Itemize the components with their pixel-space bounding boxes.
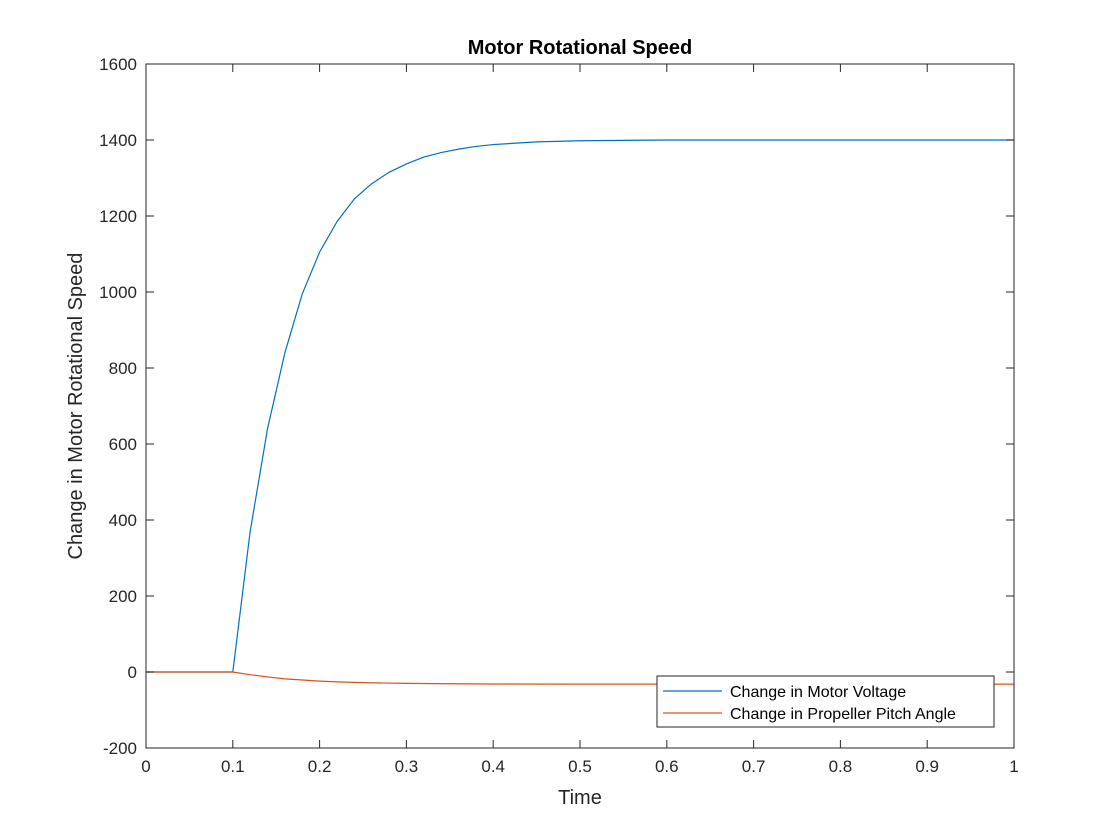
y-tick-label: 1200	[99, 207, 137, 226]
x-axis-label: Time	[558, 787, 602, 809]
x-tick-label: 0.1	[221, 757, 245, 776]
y-tick-label: 400	[109, 511, 137, 530]
y-tick-label: 1000	[99, 283, 137, 302]
legend-box	[656, 675, 995, 728]
x-tick-label: 0.6	[655, 757, 679, 776]
chart-title: Motor Rotational Speed	[468, 37, 692, 59]
y-tick-label: 800	[109, 359, 137, 378]
ticks-layer: 0 0.1 0.2 0.3 0.4 0.5 0.6 0.7 0.8 0.9 1-2000200400…	[99, 55, 1019, 776]
legend-label-pitch-angle: Change in Propeller Pitch Angle	[730, 706, 956, 723]
y-tick-label: 1400	[99, 131, 137, 150]
x-tick-label: 0.5	[568, 757, 592, 776]
y-tick-label: 0	[128, 663, 137, 682]
legend: Change in Motor Voltage Change in Propel…	[656, 675, 995, 728]
x-tick-label: 0.7	[742, 757, 766, 776]
series-line-0	[146, 139, 1014, 673]
y-tick-label: 1600	[99, 55, 137, 74]
x-tick-label: 0.8	[829, 757, 853, 776]
y-tick-label: 200	[109, 587, 137, 606]
x-tick-label: 0	[141, 757, 150, 776]
y-axis-label: Change in Motor Rotational Speed	[65, 253, 87, 560]
x-tick-label: 0.3	[395, 757, 419, 776]
y-tick-label: 600	[109, 435, 137, 454]
plot-area	[146, 64, 1014, 748]
x-tick-label: 1	[1009, 757, 1018, 776]
y-tick-label: -200	[103, 739, 137, 758]
x-tick-label: 0.2	[308, 757, 332, 776]
x-tick-label: 0.9	[915, 757, 939, 776]
x-tick-label: 0.4	[481, 757, 505, 776]
legend-label-motor-voltage: Change in Motor Voltage	[730, 684, 906, 701]
